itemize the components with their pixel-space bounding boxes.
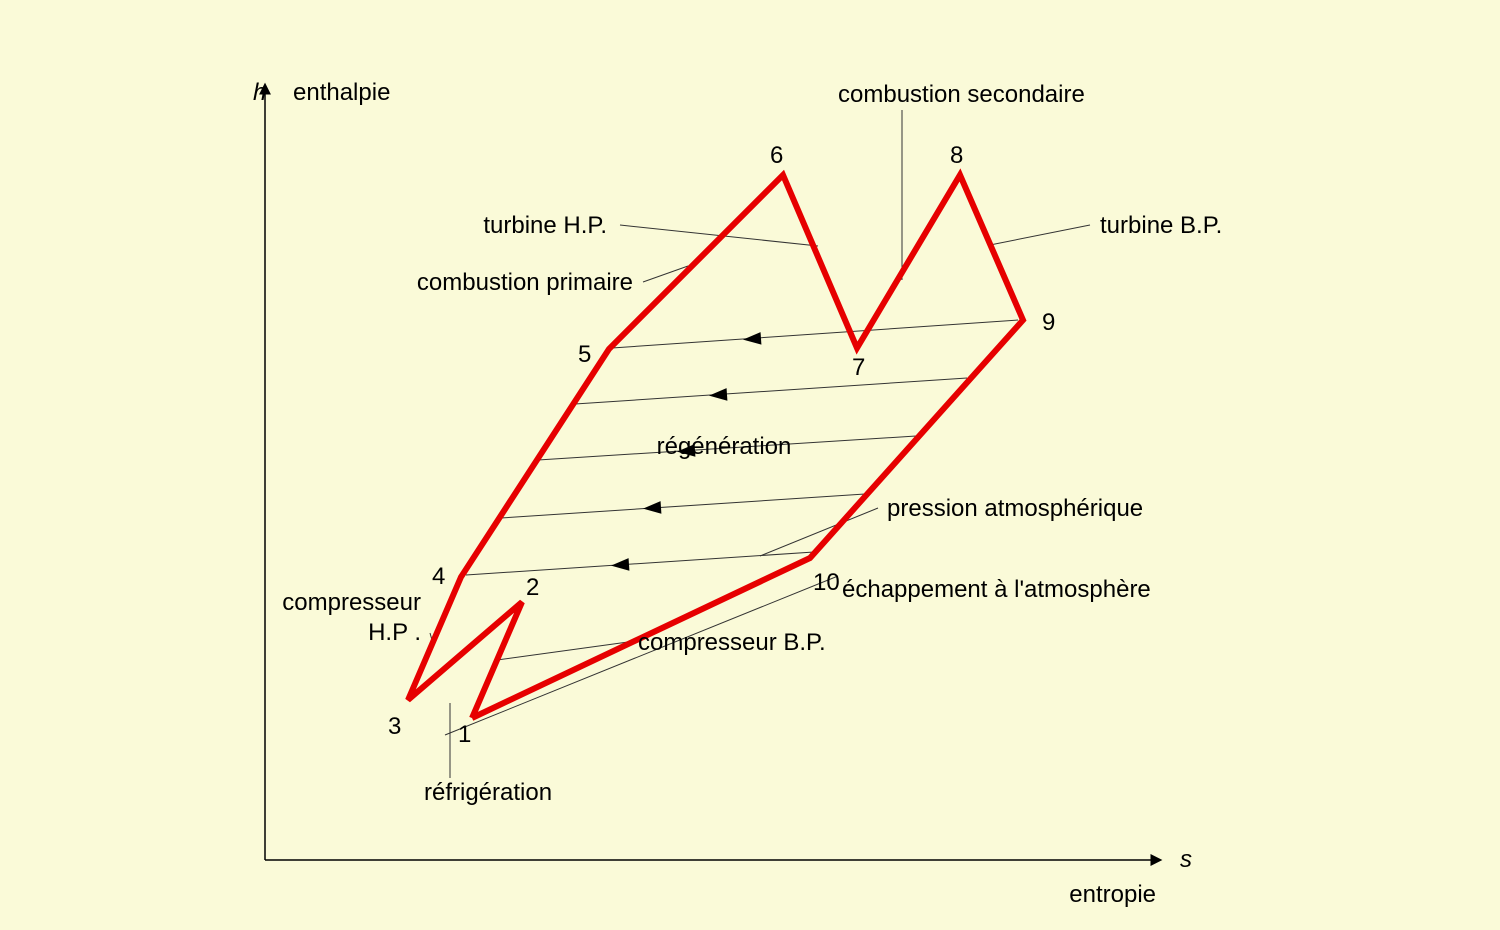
point-label-5: 5: [578, 341, 591, 368]
point-label-2: 2: [526, 574, 539, 601]
regen-arrow-4: [643, 501, 661, 514]
callout-labels: combustion secondaire turbine H.P. turbi…: [282, 81, 1222, 806]
leader-turbine-bp: [990, 225, 1090, 245]
regen-arrow-5: [611, 558, 629, 571]
label-combustion-primaire: combustion primaire: [417, 269, 633, 296]
regen-arrow-2: [709, 388, 727, 401]
regen-line-1: [612, 320, 1018, 348]
x-axis-label: entropie: [1069, 881, 1156, 908]
label-turbine-bp: turbine B.P.: [1100, 212, 1222, 239]
x-axis-symbol: s: [1180, 846, 1192, 873]
label-compresseur-hp-line2: H.P .: [368, 619, 421, 646]
point-label-6: 6: [770, 142, 783, 169]
point-label-1: 1: [458, 721, 471, 748]
hs-diagram: h enthalpie s entropie 1 2 3 4 5 6 7 8 9 10 combu…: [0, 0, 1500, 930]
point-label-8: 8: [950, 142, 963, 169]
label-regeneration: régénération: [657, 433, 792, 460]
y-axis-symbol: h: [253, 79, 266, 106]
y-axis-label: enthalpie: [293, 79, 390, 106]
regen-line-2: [575, 378, 967, 404]
label-compresseur-bp: compresseur B.P.: [638, 629, 826, 656]
label-pression-atmospherique: pression atmosphérique: [887, 495, 1143, 522]
label-echappement: échappement à l'atmosphère: [842, 576, 1151, 603]
point-label-3: 3: [388, 713, 401, 740]
point-label-7: 7: [852, 354, 865, 381]
label-combustion-secondaire: combustion secondaire: [838, 81, 1085, 108]
axes: h enthalpie s entropie: [253, 79, 1192, 908]
point-label-9: 9: [1042, 309, 1055, 336]
label-refrigeration: réfrigération: [424, 779, 552, 806]
regen-line-4: [501, 494, 865, 518]
label-turbine-hp: turbine H.P.: [483, 212, 607, 239]
point-label-10: 10: [813, 569, 840, 596]
label-compresseur-hp-line1: compresseur: [282, 589, 421, 616]
point-label-4: 4: [432, 563, 445, 590]
